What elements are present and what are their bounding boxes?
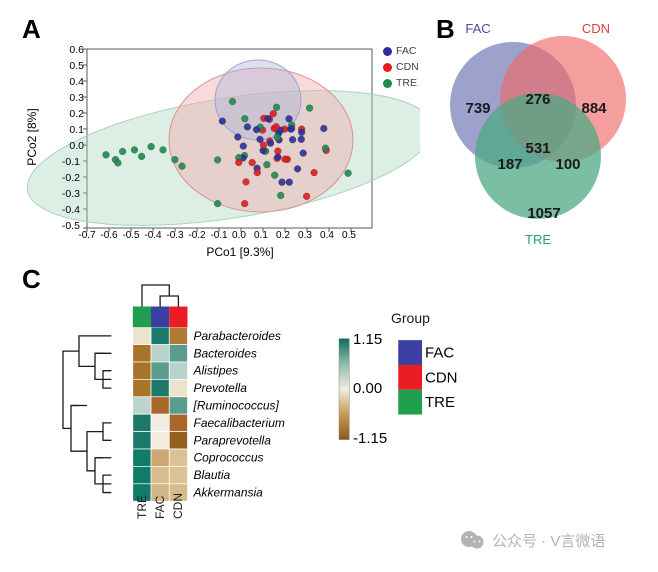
svg-text:Group: Group bbox=[391, 310, 430, 326]
svg-text:1057: 1057 bbox=[527, 205, 560, 222]
svg-text:TRE: TRE bbox=[425, 394, 455, 411]
svg-text:531: 531 bbox=[525, 140, 550, 157]
svg-text:FAC: FAC bbox=[153, 495, 167, 519]
svg-text:TRE: TRE bbox=[525, 232, 551, 247]
svg-text:Alistipes: Alistipes bbox=[193, 364, 239, 378]
svg-text:Paraprevotella: Paraprevotella bbox=[194, 433, 272, 447]
svg-text:1.15: 1.15 bbox=[353, 331, 382, 348]
svg-text:CDN: CDN bbox=[582, 21, 610, 36]
svg-text:884: 884 bbox=[581, 100, 607, 117]
svg-text:FAC: FAC bbox=[425, 345, 454, 362]
svg-text:TRE: TRE bbox=[135, 495, 149, 519]
svg-text:[Ruminococcus]: [Ruminococcus] bbox=[193, 399, 280, 413]
svg-text:739: 739 bbox=[465, 100, 490, 117]
svg-text:187: 187 bbox=[497, 156, 522, 173]
svg-text:CDN: CDN bbox=[171, 493, 185, 519]
svg-text:Coprococcus: Coprococcus bbox=[194, 451, 264, 465]
svg-text:Faecalibacterium: Faecalibacterium bbox=[194, 416, 285, 430]
svg-text:CDN: CDN bbox=[425, 369, 458, 386]
svg-text:Prevotella: Prevotella bbox=[194, 381, 248, 395]
svg-text:Blautia: Blautia bbox=[194, 468, 231, 482]
svg-text:Bacteroides: Bacteroides bbox=[194, 346, 257, 360]
svg-text:FAC: FAC bbox=[465, 21, 490, 36]
svg-text:Akkermansia: Akkermansia bbox=[193, 486, 264, 500]
svg-text:Parabacteroides: Parabacteroides bbox=[194, 329, 281, 343]
svg-text:100: 100 bbox=[555, 156, 580, 173]
svg-text:0.00: 0.00 bbox=[353, 380, 382, 397]
svg-text:276: 276 bbox=[525, 91, 550, 108]
svg-text:-1.15: -1.15 bbox=[353, 430, 387, 447]
